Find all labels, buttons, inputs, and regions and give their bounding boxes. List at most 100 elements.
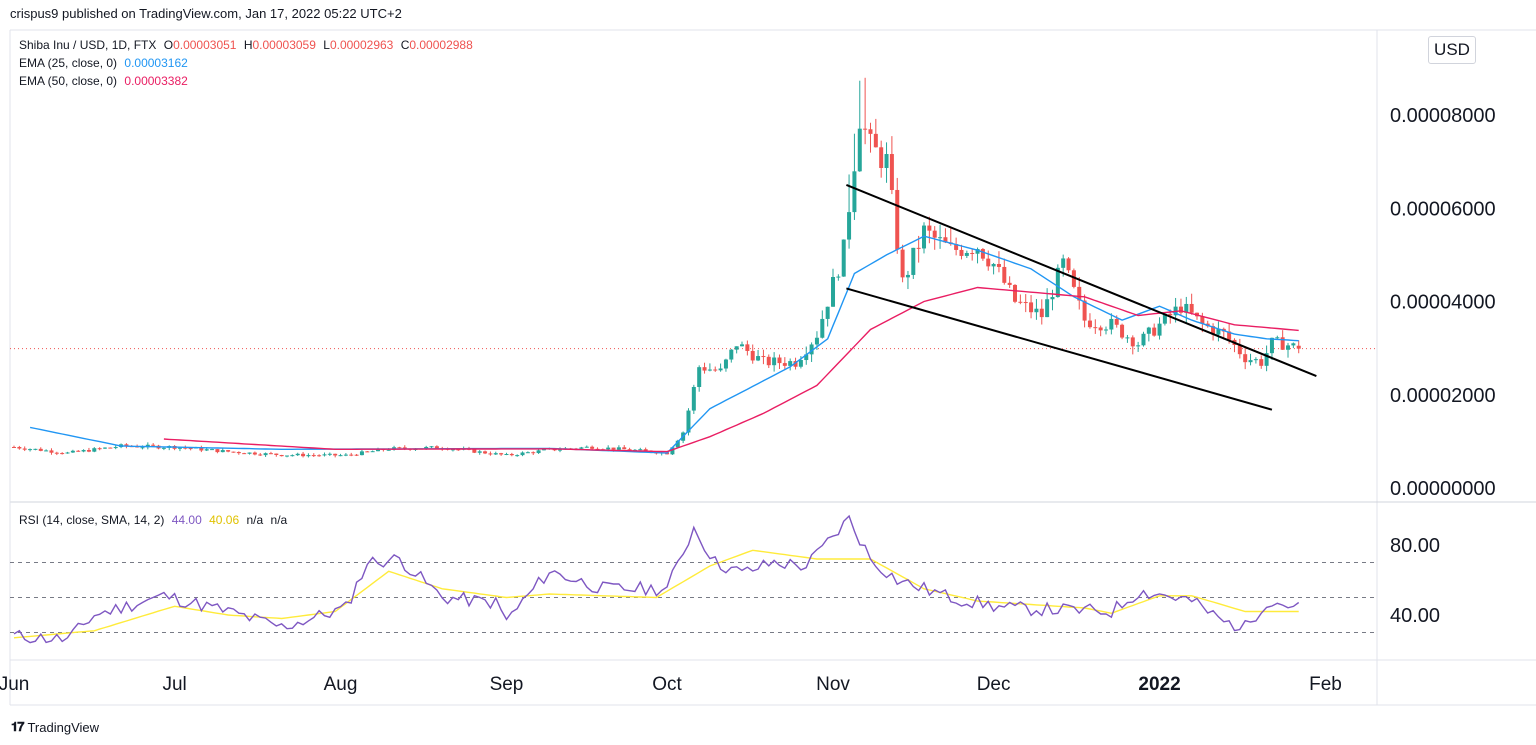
low-value: 0.00002963 [329,38,394,52]
time-tick-label: Jul [162,674,186,695]
candle-body [847,212,852,240]
price-tick-label: 0.00006000 [1390,198,1496,220]
candle-body [836,276,841,278]
time-tick-label: 2022 [1138,674,1180,695]
candle-body [1243,354,1248,363]
candle-body [322,454,327,456]
candle-body [92,448,97,452]
candle-body [943,237,948,243]
candle-body [959,249,964,256]
candle-body [1125,337,1130,339]
candle-body [964,252,969,256]
open-value: 0.00003051 [173,38,237,52]
candle-body [857,128,862,172]
candle-body [499,453,504,455]
candle-body [723,359,728,369]
candle-body [17,447,22,449]
candle-body [1211,326,1216,335]
rsi-line [13,514,1300,644]
ema50-label[interactable]: EMA (50, close, 0) [19,74,118,88]
candle-body [354,454,359,456]
ema50-value: 0.00003382 [124,74,188,88]
rsi-legend: RSI (14, close, SMA, 14, 2) 44.00 40.06 … [19,513,287,527]
candle-body [231,451,236,453]
candle-body [488,453,493,455]
candle-body [1291,343,1296,346]
footer: 𝟏𝟕 TradingView [11,719,99,735]
candle-body [343,454,348,456]
candle-body [274,453,279,455]
candle-body [841,239,846,277]
candle-body [691,386,696,411]
candle-body [177,447,182,449]
candle-body [1023,302,1028,304]
candle-body [359,451,364,456]
ema50-line [163,286,1299,453]
symbol-label[interactable]: Shiba Inu / USD, 1D, FTX [19,38,157,52]
upper-trendline[interactable] [846,184,1317,378]
candle-body [1296,345,1301,349]
candle-body [65,452,70,454]
candle-body [1162,313,1167,324]
candle-body [809,344,814,355]
candle-body [338,455,343,457]
candle-body [579,447,584,449]
candle-body [386,449,391,451]
candle-body [520,452,525,456]
candle-body [210,449,215,451]
candle-body [622,447,627,450]
time-tick-label: Dec [977,674,1011,695]
price-tick-label: 0.00002000 [1390,385,1496,407]
candle-body [558,449,563,451]
candle-body [1286,345,1291,350]
rsi-pane [10,514,1377,644]
rsi-label[interactable]: RSI (14, close, SMA, 14, 2) [19,513,165,527]
candle-body [852,171,857,213]
candle-body [1002,266,1007,283]
candle-body [1146,327,1151,334]
candle-body [766,356,771,366]
candle-body [1189,303,1194,313]
candle-body [188,448,193,450]
candle-body [831,277,836,307]
candle-body [606,447,611,450]
candle-body [895,189,900,250]
candle-body [279,454,284,457]
candle-body [1029,302,1034,313]
candle-body [761,356,766,358]
candle-body [54,452,59,454]
rsi-tick-label: 40.00 [1390,605,1440,627]
chart-frame [9,29,1536,706]
candle-body [1082,300,1087,321]
na-value-1: n/a [246,513,264,527]
candle-body [1120,324,1125,338]
candle-body [183,447,188,449]
time-tick-label: Oct [652,674,682,695]
candle-body [204,449,209,451]
time-tick-label: Jun [0,674,29,695]
candle-body [450,449,455,451]
price-tick-label: 0.00000000 [1390,478,1496,500]
lower-trendline[interactable] [846,287,1273,411]
candle-body [515,455,520,457]
candle-body [697,367,702,387]
candle-body [670,447,675,455]
close-label: C [400,38,410,52]
candle-body [60,453,65,455]
candle-body [434,446,439,449]
candle-body [702,367,707,371]
candle-body [996,263,1001,267]
candle-body [317,455,322,457]
candle-body [1061,258,1066,268]
candle-body [493,453,498,455]
candle-body [22,448,27,450]
candle-body [327,453,332,455]
currency-button[interactable]: USD [1428,36,1476,64]
candle-body [258,454,263,456]
candle-body [1104,329,1109,331]
time-tick-label: Aug [324,674,358,695]
ema25-label[interactable]: EMA (25, close, 0) [19,56,118,70]
high-label: H [243,38,253,52]
candle-body [938,237,943,239]
